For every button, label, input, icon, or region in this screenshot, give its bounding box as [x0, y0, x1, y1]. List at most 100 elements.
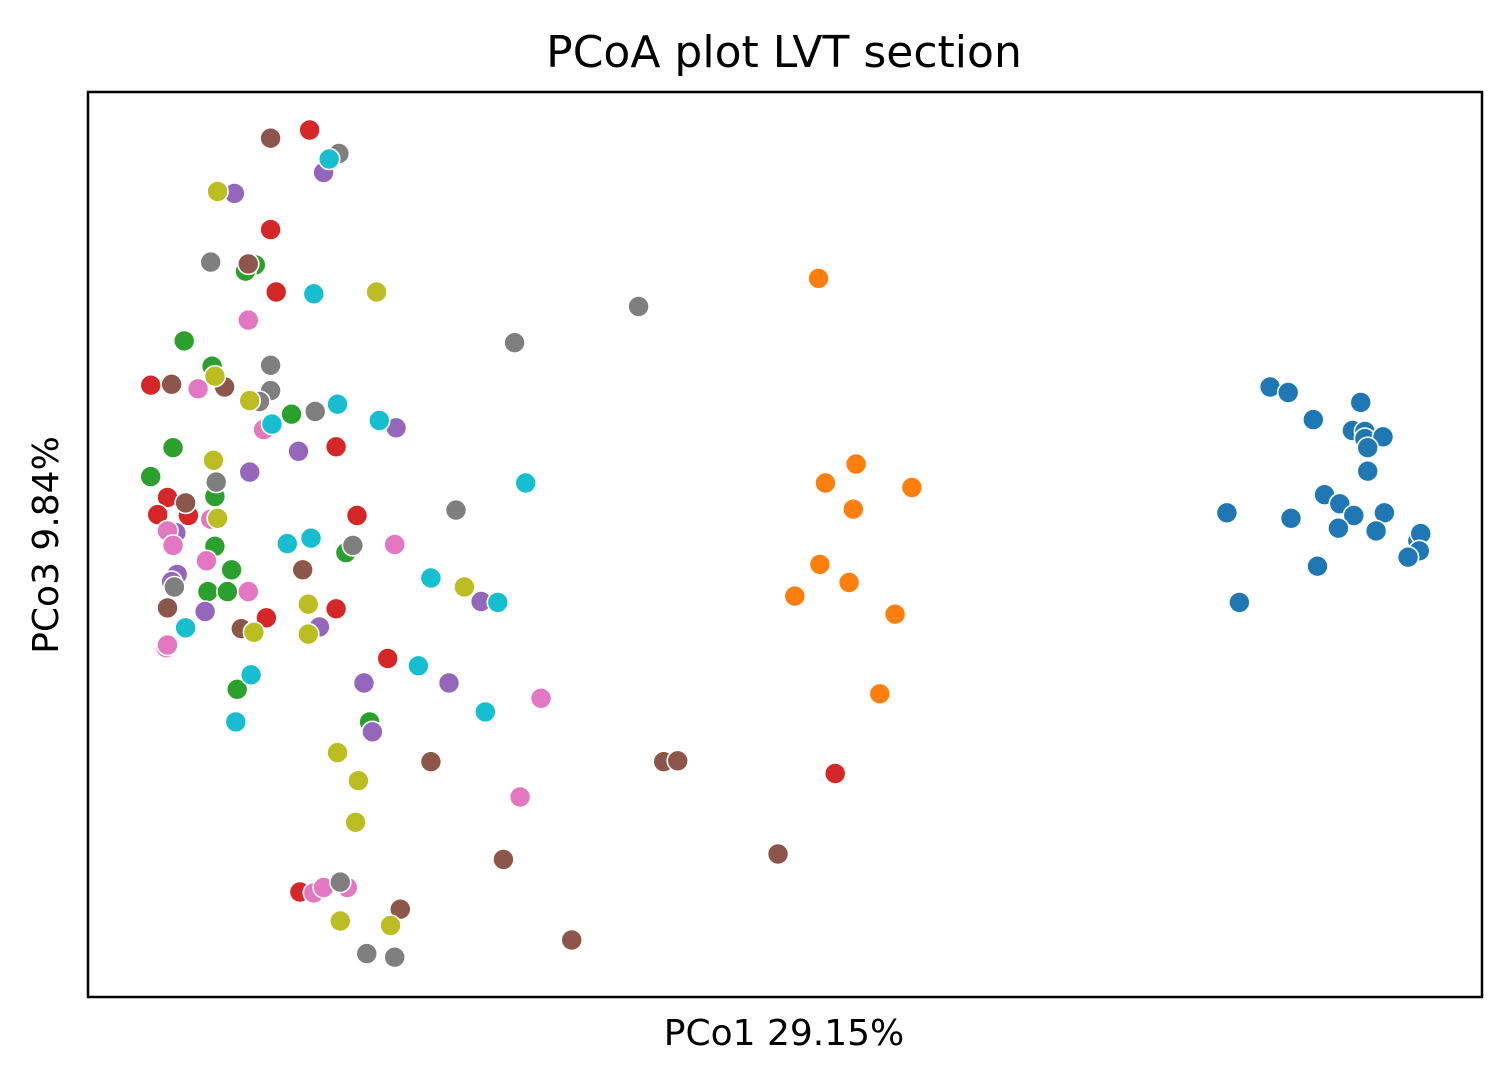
data-point [202, 448, 225, 472]
data-point [473, 700, 497, 724]
y-axis-label: PCo3 9.84% [26, 436, 67, 654]
data-point [837, 571, 861, 594]
data-point [560, 928, 584, 952]
chart-title: PCoA plot LVT section [546, 27, 1022, 78]
data-point [255, 606, 278, 630]
data-point [347, 769, 370, 793]
data-point [259, 353, 282, 377]
data-point [379, 914, 402, 937]
data-point [220, 558, 243, 582]
data-point [514, 471, 538, 495]
data-point [1356, 459, 1379, 483]
data-point [841, 497, 865, 521]
data-point [783, 584, 807, 608]
data-point [237, 580, 260, 603]
data-point [238, 460, 261, 484]
data-point [225, 677, 249, 701]
data-point [264, 280, 288, 304]
data-point [291, 558, 315, 582]
data-point [766, 842, 790, 866]
data-point [216, 580, 239, 603]
data-point [161, 436, 185, 460]
data-point [206, 180, 229, 203]
data-point [355, 942, 379, 965]
data-point [242, 620, 266, 644]
data-point [345, 504, 369, 527]
data-point [203, 364, 227, 388]
data-point [367, 409, 391, 432]
data-point [388, 897, 412, 921]
data-point [193, 600, 217, 623]
data-point [365, 280, 388, 304]
data-point [352, 671, 376, 695]
data-point [529, 686, 553, 710]
data-point [1279, 506, 1303, 530]
data-point [344, 810, 367, 834]
data-point [317, 147, 341, 171]
data-point [328, 909, 352, 933]
data-point [341, 534, 365, 557]
data-point [868, 682, 892, 706]
data-point [172, 329, 196, 353]
data-point [1349, 391, 1372, 414]
data-point [296, 592, 320, 616]
data-point [1356, 436, 1379, 460]
data-point [1371, 425, 1395, 449]
data-point [328, 870, 352, 894]
data-point [823, 762, 847, 785]
data-point [237, 252, 260, 276]
data-point [1396, 545, 1420, 569]
data-point [224, 710, 248, 734]
data-point [808, 553, 832, 576]
data-point [280, 402, 303, 426]
data-point [287, 439, 310, 463]
data-point [238, 389, 261, 412]
data-point [844, 452, 868, 476]
data-point [437, 671, 461, 695]
data-point [1228, 591, 1251, 614]
data-point [260, 412, 284, 436]
data-point [174, 616, 197, 640]
data-point [299, 526, 323, 550]
data-point [508, 785, 532, 809]
data-point [324, 435, 348, 459]
data-point [259, 218, 282, 241]
data-point [296, 622, 320, 646]
data-point [326, 741, 349, 764]
data-point [376, 647, 400, 670]
data-point [1302, 408, 1325, 431]
data-point [666, 749, 690, 773]
data-point [303, 400, 327, 423]
data-point [444, 498, 468, 522]
data-point [259, 126, 282, 150]
data-point [139, 373, 162, 397]
x-axis-label: PCo1 29.15% [664, 1013, 905, 1054]
data-point [1327, 516, 1350, 540]
data-point [186, 377, 210, 401]
data-point [174, 491, 197, 515]
data-point [407, 654, 430, 678]
data-point [807, 267, 830, 290]
data-point [324, 597, 348, 621]
data-point [275, 532, 299, 555]
data-points [139, 118, 1432, 969]
data-point [503, 331, 526, 355]
data-point [900, 476, 924, 499]
data-point [1364, 519, 1388, 543]
data-point [419, 566, 443, 590]
data-point [156, 596, 179, 620]
data-point [453, 575, 476, 599]
data-point [814, 471, 837, 495]
data-point [1306, 554, 1329, 578]
data-point [161, 534, 185, 557]
data-point [302, 282, 326, 306]
data-point [163, 575, 186, 599]
data-point [883, 602, 907, 626]
data-point [206, 506, 229, 530]
data-point [298, 118, 321, 142]
data-point [361, 720, 384, 744]
data-point [383, 533, 407, 556]
data-point [196, 580, 220, 603]
data-point [492, 848, 515, 871]
